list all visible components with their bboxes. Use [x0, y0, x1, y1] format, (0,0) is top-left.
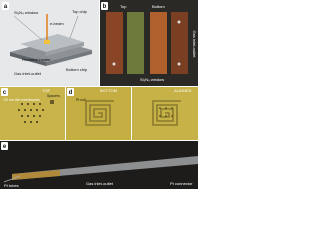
spacer — [50, 100, 54, 104]
annotation: Si₃N₄ window — [140, 77, 164, 82]
annotation: Top — [120, 4, 127, 9]
heater — [44, 40, 50, 44]
panel-label-box — [2, 2, 9, 10]
leader — [69, 15, 79, 39]
panel-c-bg — [0, 87, 65, 140]
panel-label-box — [101, 2, 108, 10]
panel-label: a — [4, 4, 8, 10]
panel-label: b — [103, 4, 107, 10]
figure: a Si₃N₄ window e-beam Top chip Resistive… — [0, 0, 198, 189]
annotation: Pt connector — [170, 181, 193, 186]
annotation: e-beam — [50, 21, 64, 26]
annotation: Gas inlet-outlet — [86, 181, 114, 186]
panel-label: d — [69, 90, 73, 96]
annotation: BOTTOM — [100, 88, 117, 93]
annotation: Top chip — [72, 9, 88, 14]
annotation: Gas inlet-outlet — [192, 31, 197, 59]
chip — [171, 12, 188, 74]
annotation: ALIGNED — [174, 88, 192, 93]
chip-side — [46, 50, 92, 66]
panel-label: e — [3, 144, 7, 150]
annotation: Si₃N₄ window — [14, 10, 38, 15]
inlet — [177, 62, 181, 66]
pt-coil — [152, 100, 181, 126]
annotation: Bottom — [152, 4, 165, 9]
holder-tip — [12, 170, 60, 180]
panel-label-box — [1, 88, 8, 96]
membranes — [159, 107, 173, 117]
panel-label-box — [1, 142, 8, 150]
pt-tube — [3, 175, 21, 183]
annotation: Bottom chip — [66, 67, 88, 72]
leader — [13, 15, 43, 41]
pt-coil — [85, 100, 114, 126]
annotation: TOP — [42, 88, 50, 93]
annotation: Gas inlet-outlet — [14, 71, 42, 76]
membranes — [18, 103, 44, 123]
chip — [127, 12, 144, 74]
top-chip — [20, 34, 84, 52]
panel-label: c — [3, 90, 7, 96]
annotation: Resistive heater — [22, 57, 51, 62]
chip-side — [10, 52, 46, 66]
chip — [150, 12, 167, 74]
panel-label-box — [67, 88, 74, 96]
annotation: Spacers — [47, 94, 60, 98]
chip — [106, 12, 123, 74]
annotation: ~20 nm thin membranes — [2, 98, 40, 102]
annotation: Pt tubes — [4, 183, 19, 188]
chip-side — [46, 42, 84, 56]
inlet — [112, 62, 116, 66]
annotation: Pt coil — [76, 98, 86, 102]
inlet — [177, 20, 181, 24]
